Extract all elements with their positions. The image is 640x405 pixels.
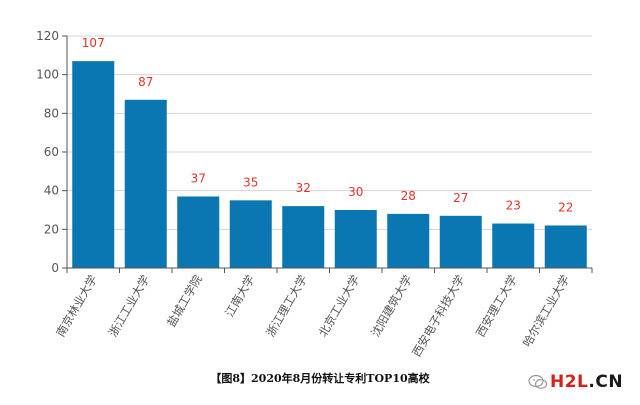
chart-caption: 【图8】2020年8月份转让专利TOP10高校 (210, 372, 430, 385)
y-tick-label: 100 (36, 68, 59, 82)
watermark-h2l: H2L (550, 372, 589, 392)
bar-chart: 107 87 37 35 32 30 28 27 23 22 0 20 40 60 80 100 120 南京… (36, 29, 593, 360)
bar (544, 225, 587, 268)
data-label: 28 (401, 189, 416, 203)
bar (439, 215, 482, 268)
y-axis-ticks: 0 20 40 60 80 100 120 (36, 29, 67, 275)
x-tick-label: 江南大学 (222, 273, 257, 320)
bar (334, 210, 377, 268)
y-tick-label: 40 (44, 184, 59, 198)
x-tick-label: 哈尔滨工业大学 (520, 273, 572, 350)
y-tick-label: 20 (44, 222, 59, 236)
data-label: 37 (191, 171, 206, 185)
x-axis-ticks: 南京林业大学 浙江工业大学 盐城工学院 江南大学 浙江理工大学 北京工业大学 沈阳建筑大学西… (53, 268, 593, 360)
data-label: 107 (82, 36, 105, 50)
watermark: H2L.CN (528, 371, 636, 395)
x-tick-label: 西安电子科技大学 (409, 273, 467, 360)
bar (229, 200, 272, 268)
x-tick-label: 浙江理工大学 (263, 273, 310, 340)
data-label: 30 (348, 185, 363, 199)
data-label: 35 (243, 175, 258, 189)
x-tick-label: 盐城工学院 (164, 272, 205, 329)
y-tick-label: 80 (44, 106, 59, 120)
bar (492, 223, 535, 268)
data-label: 22 (558, 200, 573, 214)
x-tick-label: 北京工业大学 (316, 273, 363, 340)
y-tick-label: 60 (44, 145, 59, 159)
watermark-cn: .CN (588, 372, 624, 392)
y-tick-label: 120 (36, 29, 59, 43)
bar (282, 206, 325, 268)
data-label: 32 (296, 181, 311, 195)
bar (72, 61, 115, 269)
x-tick-label: 南京林业大学 (53, 273, 100, 340)
x-tick-label: 西安理工大学 (473, 273, 520, 340)
bar (177, 196, 220, 268)
data-label: 27 (453, 191, 468, 205)
bar-series (72, 61, 587, 269)
watermark-text: H2L.CN (550, 372, 623, 392)
data-label: 87 (138, 75, 153, 89)
y-tick-label: 0 (51, 261, 59, 275)
x-tick-label: 沈阳建筑大学 (368, 273, 415, 340)
bar (387, 213, 430, 268)
bar (124, 99, 167, 268)
data-label: 23 (506, 199, 521, 213)
data-labels: 107 87 37 35 32 30 28 27 23 22 (82, 36, 574, 214)
wechat-icon (528, 374, 548, 389)
x-tick-label: 浙江工业大学 (106, 273, 153, 340)
